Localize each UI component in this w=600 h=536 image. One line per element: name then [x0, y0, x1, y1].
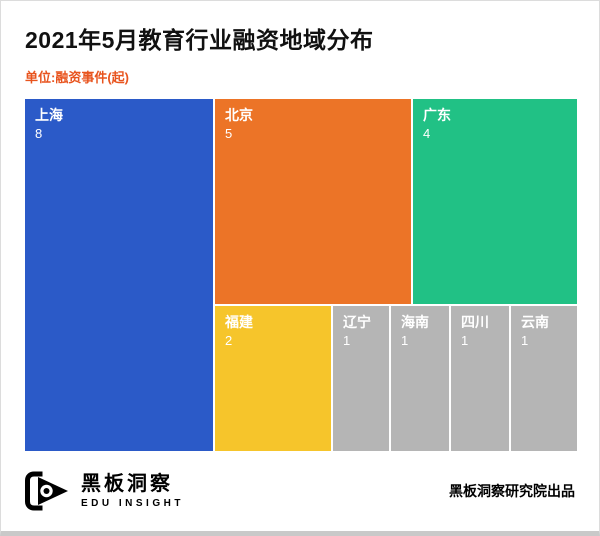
cell-value: 4 [423, 125, 431, 141]
page-title: 2021年5月教育行业融资地域分布 [25, 27, 374, 53]
treemap-cell-guangdong: 广东 4 [413, 99, 577, 304]
cell-value: 5 [225, 125, 233, 141]
cell-value: 1 [461, 332, 469, 348]
treemap-cell-hainan: 海南 1 [391, 306, 449, 451]
cell-label: 四川 [461, 314, 489, 330]
edu-insight-logo-icon [25, 471, 68, 511]
footer: 黑板洞察 EDU INSIGHT 黑板洞察研究院出品 [1, 451, 599, 531]
cell-value: 1 [401, 332, 409, 348]
treemap-cell-sichuan: 四川 1 [451, 306, 509, 451]
cell-label: 北京 [225, 107, 253, 123]
cell-value: 1 [343, 332, 351, 348]
cell-label: 云南 [521, 314, 549, 330]
treemap-chart: 上海 8 北京 5 广东 4 福建 2 辽宁 1 海南 1 四川 1 云南 [25, 99, 577, 451]
cell-label: 辽宁 [343, 314, 371, 330]
brand-name: 黑板洞察 [81, 473, 173, 495]
cell-value: 1 [521, 332, 529, 348]
cell-label: 海南 [401, 314, 429, 330]
cell-value: 8 [35, 125, 43, 141]
header: 2021年5月教育行业融资地域分布 单位:融资事件(起) [1, 1, 599, 86]
cell-label: 上海 [35, 107, 63, 123]
cell-label: 广东 [423, 107, 451, 123]
brand-logo: 黑板洞察 EDU INSIGHT [25, 471, 184, 511]
treemap-cell-shanghai: 上海 8 [25, 99, 213, 451]
treemap-cell-fujian: 福建 2 [215, 306, 331, 451]
unit-label: 单位:融资事件(起) [25, 70, 129, 85]
cell-label: 福建 [225, 314, 253, 330]
treemap-cell-liaoning: 辽宁 1 [333, 306, 389, 451]
treemap-cell-yunnan: 云南 1 [511, 306, 577, 451]
brand-text: 黑板洞察 EDU INSIGHT [81, 473, 184, 509]
brand-subtitle: EDU INSIGHT [81, 498, 184, 509]
cell-value: 2 [225, 332, 233, 348]
treemap-cell-beijing: 北京 5 [215, 99, 411, 304]
credit-text: 黑板洞察研究院出品 [449, 483, 575, 499]
